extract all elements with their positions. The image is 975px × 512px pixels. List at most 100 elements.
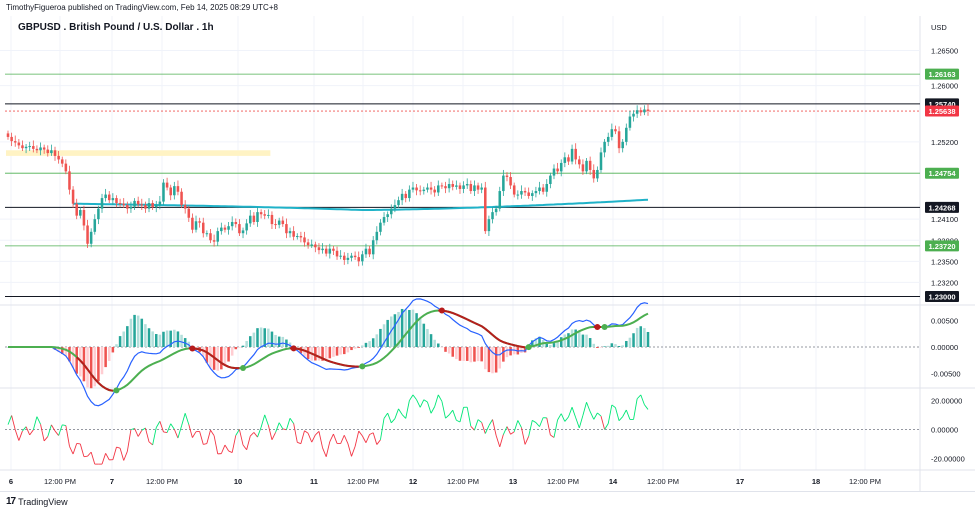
candle-down [36, 149, 39, 150]
macd-signal-down-segment [200, 349, 204, 350]
candle-up [365, 249, 368, 255]
candle-up [488, 219, 491, 231]
macd-histogram-bar [318, 347, 321, 360]
osc-tick-label: -20.00000 [931, 454, 965, 463]
candle-up [535, 191, 538, 193]
macd-histogram-bar [430, 334, 433, 347]
candle-down [404, 194, 407, 198]
macd-histogram-bar [607, 346, 610, 347]
footer: 17 TradingView [0, 491, 975, 512]
candle-down [444, 186, 447, 188]
candle-up [611, 129, 614, 137]
macd-cross-dot [113, 387, 119, 393]
macd-histogram-bar [585, 335, 588, 347]
tradingview-logo[interactable]: 17 TradingView [6, 496, 68, 507]
candle-up [531, 193, 534, 196]
macd-histogram-bar [592, 344, 595, 347]
candle-up [502, 176, 505, 191]
macd-signal-down-segment [511, 344, 515, 345]
candle-down [307, 242, 310, 245]
macd-signal-down-segment [109, 390, 113, 391]
macd-histogram-bar [394, 314, 397, 347]
candle-up [401, 194, 404, 200]
macd-histogram-bar [209, 347, 212, 368]
macd-histogram-bar [249, 336, 252, 347]
candle-down [271, 215, 274, 224]
candle-down [332, 249, 335, 251]
candle-up [329, 249, 332, 254]
candle-up [394, 205, 397, 209]
candle-up [220, 228, 223, 232]
macd-histogram-bar [451, 347, 454, 357]
macd-histogram-bar [282, 337, 285, 347]
candle-up [310, 244, 313, 245]
macd-signal-down-segment [337, 364, 341, 365]
currency-label: USD [931, 23, 947, 32]
candle-down [57, 156, 60, 160]
candle-up [600, 152, 603, 170]
candle-down [47, 150, 50, 154]
candle-up [159, 202, 162, 206]
macd-signal-down-segment [333, 363, 337, 364]
macd-histogram-bar [350, 347, 353, 350]
candle-up [423, 190, 426, 191]
candle-up [571, 149, 574, 162]
chart-title: GBPUSD . British Pound / U.S. Dollar . 1… [18, 22, 214, 33]
macd-histogram-bar [625, 341, 628, 347]
macd-histogram-bar [470, 347, 473, 362]
macd-histogram-bar [502, 347, 505, 362]
candle-down [75, 204, 78, 216]
candle-down [574, 149, 577, 160]
macd-cross-dot [291, 345, 297, 351]
candle-down [68, 171, 71, 189]
macd-histogram-bar [404, 309, 407, 347]
macd-histogram-bar [141, 319, 144, 347]
macd-histogram-bar [119, 336, 122, 347]
time-tick-label: 12:00 PM [146, 477, 178, 486]
candle-down [83, 210, 86, 225]
macd-histogram-bar [437, 344, 440, 347]
macd-histogram-bar [173, 330, 176, 347]
macd-histogram-bar [477, 347, 480, 361]
candle-up [625, 128, 628, 142]
osc-tick-label: 20.00000 [931, 397, 962, 406]
macd-histogram-bar [614, 344, 617, 347]
macd-signal-down-segment [229, 367, 233, 368]
candle-down [198, 221, 201, 222]
candle-down [137, 201, 140, 205]
candle-down [21, 145, 24, 148]
macd-tick-label: -0.00500 [931, 369, 961, 378]
macd-histogram-bar [224, 347, 227, 366]
macd-histogram-bar [242, 346, 245, 347]
candle-up [498, 191, 501, 209]
macd-histogram-bar [415, 313, 418, 347]
candle-up [491, 212, 494, 219]
macd-histogram-bar [137, 316, 140, 347]
candle-up [379, 223, 382, 232]
candle-down [336, 251, 339, 257]
macd-histogram-bar [155, 334, 158, 347]
macd-signal-down-segment [514, 345, 518, 346]
macd-histogram-bar [596, 347, 599, 348]
candle-up [412, 188, 415, 190]
macd-histogram-bar [343, 347, 346, 354]
macd-histogram-bar [571, 330, 574, 347]
macd-histogram-bar [177, 331, 180, 347]
candle-down [166, 183, 169, 188]
price-chart[interactable]: USD1.265001.260001.252001.241001.238001.… [0, 0, 975, 491]
macd-histogram-bar [560, 337, 563, 347]
macd-histogram-bar [144, 324, 147, 347]
candle-up [372, 240, 375, 254]
macd-histogram-bar [354, 347, 357, 349]
candle-down [419, 190, 422, 191]
candle-down [260, 212, 263, 214]
price-tick-label: 1.23200 [931, 278, 958, 287]
candle-up [585, 161, 588, 172]
candle-up [130, 207, 133, 209]
macd-histogram-bar [376, 334, 379, 347]
macd-histogram-bar [235, 347, 238, 349]
candle-up [462, 185, 465, 189]
candle-up [466, 184, 469, 185]
candle-up [632, 114, 635, 117]
candle-down [647, 110, 650, 111]
